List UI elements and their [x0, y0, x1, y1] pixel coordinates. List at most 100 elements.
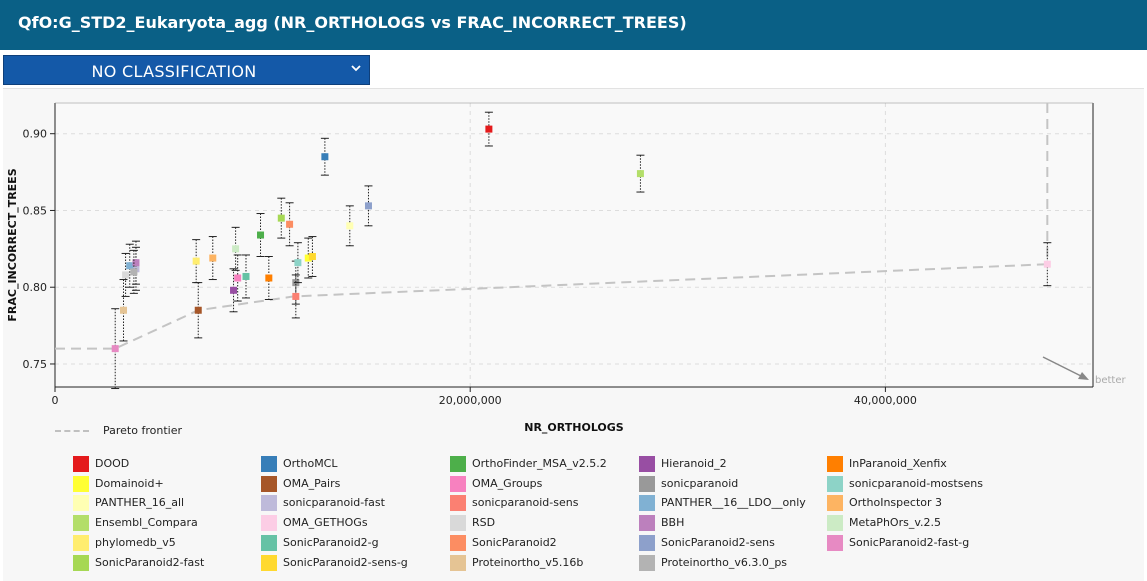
data-point	[111, 345, 119, 353]
y-tick-label: 0.80	[23, 281, 48, 294]
data-point	[230, 286, 238, 294]
data-point	[321, 153, 329, 161]
y-tick-label: 0.75	[23, 358, 48, 371]
data-point	[132, 259, 140, 267]
legend-label: sonicparanoid	[661, 476, 739, 490]
legend-label: SonicParanoid2-fast	[95, 555, 205, 569]
legend-swatch	[73, 456, 89, 472]
legend-swatch	[450, 534, 466, 551]
data-point	[126, 262, 134, 270]
pareto-legend-line	[55, 430, 89, 432]
data-point	[122, 271, 130, 279]
legend-swatch	[73, 534, 89, 551]
legend-label: OMA_Pairs	[283, 476, 341, 490]
x-axis-label: NR_ORTHOLOGS	[524, 421, 624, 434]
data-point	[120, 306, 128, 314]
legend-label: RSD	[472, 516, 496, 530]
legend-swatch	[827, 475, 843, 492]
pareto-legend-label: Pareto frontier	[103, 424, 182, 437]
data-point	[257, 231, 265, 239]
legend-label: SonicParanoid2-fast-g	[849, 535, 970, 549]
legend-label: InParanoid_Xenfix	[849, 457, 947, 470]
legend-swatch	[827, 495, 843, 512]
classification-select[interactable]: NO CLASSIFICATION	[3, 55, 370, 85]
legend-label: Hieranoid_2	[661, 457, 727, 470]
data-point	[242, 272, 250, 280]
legend-swatch	[261, 456, 277, 472]
legend-swatch	[639, 554, 655, 571]
legend-swatch	[639, 456, 655, 472]
legend-swatch	[450, 495, 466, 512]
data-point	[194, 306, 202, 314]
scatter-chart: 0.75 0.80 0.85 0.90 0 20,000,000 40,000,000 NR_…	[6, 102, 1126, 434]
legend-label: Domainoid+	[95, 476, 164, 490]
legend-label: SonicParanoid2	[472, 535, 557, 549]
data-point	[308, 253, 316, 261]
legend-swatch	[261, 554, 277, 571]
page-header: QfO:G_STD2_Eukaryota_agg (NR_ORTHOLOGS v…	[0, 0, 1147, 50]
data-point	[1043, 260, 1051, 268]
legend-label: PANTHER_16_all	[95, 496, 185, 510]
legend-swatch	[261, 534, 277, 551]
legend-swatch	[450, 475, 466, 492]
legend-swatch	[261, 515, 277, 532]
legend-label: BBH	[661, 516, 685, 530]
legend-label: MetaPhOrs_v.2.5	[849, 516, 941, 530]
better-label: better	[1095, 375, 1126, 386]
data-point	[192, 257, 200, 265]
legend-label: OrthoInspector 3	[849, 496, 943, 510]
legend-label: Proteinortho_v5.16b	[472, 555, 584, 569]
legend-label: OrthoFinder_MSA_v2.5.2	[472, 457, 607, 470]
data-point	[294, 259, 302, 267]
legend-swatch	[639, 475, 655, 492]
x-tick-label: 0	[52, 394, 59, 407]
legend-swatch	[73, 515, 89, 532]
data-point	[485, 125, 493, 133]
data-point	[130, 268, 138, 276]
legend-swatch	[450, 456, 466, 472]
legend-label: SonicParanoid2-sens-g	[283, 555, 408, 569]
legend-label: OMA_Groups	[472, 476, 543, 490]
better-arrowhead-icon	[1078, 372, 1089, 380]
legend-label: DOOD	[95, 457, 130, 470]
legend-label: sonicparanoid-sens	[472, 496, 579, 510]
legend-swatch	[73, 495, 89, 512]
data-point	[277, 214, 285, 222]
legend-label: sonicparanoid-mostsens	[849, 476, 983, 490]
page-title: QfO:G_STD2_Eukaryota_agg (NR_ORTHOLOGS v…	[18, 13, 687, 32]
legend-swatch	[639, 515, 655, 532]
y-axis-label: FRAC_INCORRECT_TREES	[6, 168, 19, 321]
legend-label: phylomedb_v5	[95, 535, 176, 549]
y-tick-label: 0.90	[23, 128, 48, 141]
legend-swatch	[827, 534, 843, 551]
legend-label: PANTHER__16__LDO__only	[661, 496, 806, 510]
legend-label: OrthoMCL	[283, 457, 338, 470]
data-point	[292, 292, 300, 300]
legend-swatch	[639, 534, 655, 551]
better-arrow-icon	[1042, 356, 1086, 379]
data-point	[265, 274, 273, 282]
legend-label: OMA_GETHOGs	[283, 516, 368, 530]
data-point	[286, 220, 294, 228]
legend-label: Ensembl_Compara	[95, 516, 198, 530]
data-point	[346, 222, 354, 230]
legend-swatch	[827, 456, 843, 472]
legend-label: SonicParanoid2-g	[283, 535, 379, 549]
data-point	[209, 254, 217, 262]
legend-swatch	[639, 495, 655, 512]
legend-label: sonicparanoid-fast	[283, 496, 385, 510]
legend-swatch	[261, 495, 277, 512]
legend-label: Proteinortho_v6.3.0_ps	[661, 555, 788, 569]
plot-area	[55, 103, 1093, 387]
chevron-down-icon	[351, 65, 361, 72]
x-tick-label: 20,000,000	[439, 394, 502, 407]
classification-selected-value: NO CLASSIFICATION	[91, 62, 257, 81]
data-point	[636, 170, 644, 178]
data-point	[304, 254, 312, 262]
y-tick-label: 0.85	[23, 204, 48, 217]
legend-swatch	[73, 475, 89, 492]
x-tick-label: 40,000,000	[854, 394, 917, 407]
legend-swatch	[450, 515, 466, 532]
data-point	[364, 202, 372, 210]
data-point	[234, 274, 242, 282]
